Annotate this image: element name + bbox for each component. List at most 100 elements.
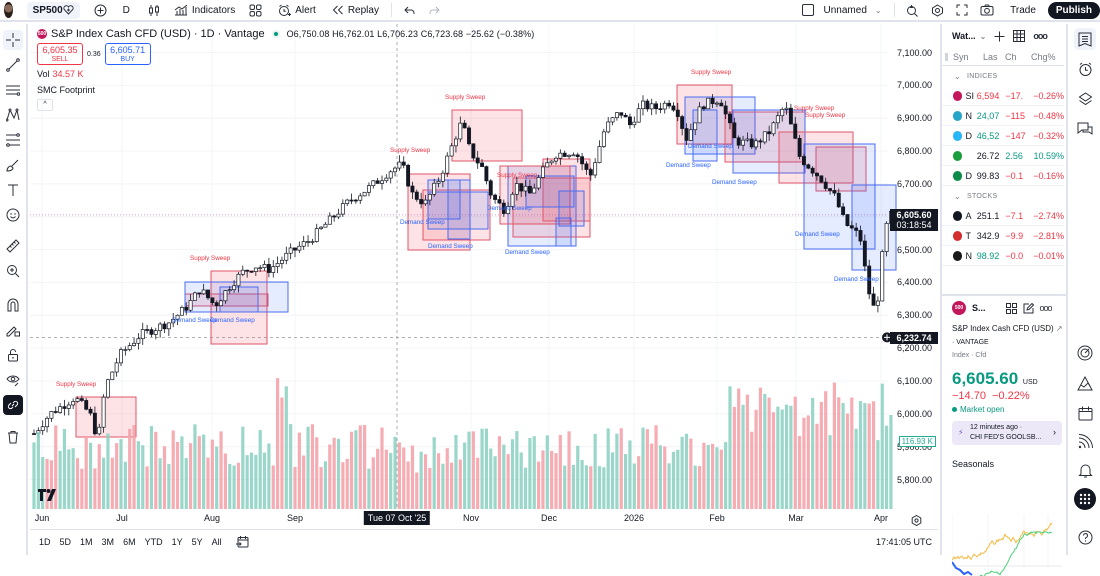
watchlist-row[interactable]: N 98.92 −0.0 −0.01% [942,246,1064,266]
add-symbol-icon[interactable] [994,31,1005,42]
external-link-icon[interactable]: ↗ [1055,324,1063,333]
range-button-1m[interactable]: 1M [80,536,93,547]
publish-button[interactable]: Publish [1047,1,1100,19]
alert-button[interactable]: Alert [278,4,316,17]
symbol-full-name[interactable]: S&P Index Cash CFD (USD) ↗ [952,324,1063,333]
eye-icon [6,375,20,387]
chart-pane[interactable]: Supply Sweep Supply Sweep Supply Sweep Supp… [30,24,938,529]
text-tool[interactable] [3,180,23,200]
user-avatar[interactable] [4,2,13,18]
tradingview-logo[interactable] [38,488,58,506]
watchlist-button[interactable] [1074,28,1096,50]
compare-symbol-button[interactable] [94,4,107,17]
range-button-5d[interactable]: 5D [59,536,72,547]
axis-settings-icon[interactable] [911,513,922,531]
zoom-in-tool[interactable] [3,261,23,281]
advanced-view-icon[interactable] [1013,30,1026,42]
help-button[interactable] [1074,526,1096,548]
replay-button[interactable]: Replay [332,5,379,16]
fullscreen-icon[interactable] [956,4,968,16]
column-change-pct[interactable]: Chg% [1031,51,1056,62]
range-button-6m[interactable]: 6M [123,536,136,547]
indicators-button[interactable]: Indicators [174,4,235,16]
magnet-mode-button[interactable] [3,295,23,315]
candles-chart-type-icon[interactable] [148,4,160,17]
camera-snapshot-icon[interactable] [980,4,994,16]
grid-icon[interactable] [1005,302,1017,314]
chats-button[interactable] [1074,118,1096,140]
sync-drawings-button[interactable] [3,395,23,415]
lock-all-drawings-button[interactable] [3,345,23,365]
layout-name-dropdown[interactable]: Unnamed ⌄ [823,4,882,16]
watchlist-section-indices[interactable]: ⌄ INDICES [954,71,998,81]
volume-legend[interactable]: Vol 34.57 K [37,69,84,79]
edit-icon[interactable] [1023,302,1034,314]
column-symbol[interactable]: Syn [953,51,969,62]
redo-icon[interactable] [429,6,440,15]
go-to-date-icon[interactable] [235,535,249,548]
symbol-short-name[interactable]: S... [972,303,986,313]
trade-button[interactable]: Trade [1010,4,1036,16]
plus-heart-icon[interactable] [63,5,74,15]
pine-button[interactable] [1074,372,1096,394]
emoji-tool[interactable] [3,205,23,225]
time-axis[interactable]: Jun Jul Aug Sep Nov Dec 2026 Feb Mar Apr Tue 07 Oc… [30,509,890,529]
watchlist-title[interactable]: Wat... [952,31,976,41]
sell-button[interactable]: 6,605.35 SELL [37,43,83,65]
range-button-1d[interactable]: 1D [39,536,51,547]
watchlist-row[interactable]: SI 6,594 −17. −0.26% [942,86,1064,106]
range-button-1y[interactable]: 1Y [171,536,183,547]
undo-icon[interactable] [403,6,415,15]
layout-checkbox[interactable] [801,4,814,16]
more-options-icon[interactable]: ooo [1039,303,1053,313]
news-card[interactable]: ⚡ 12 minutes ago · CHI FED'S GOOLSB... › [952,421,1062,445]
buy-button[interactable]: 6,605.71 BUY [104,43,151,65]
watchlist-row[interactable]: N 24,07 −115 −0.48% [942,106,1064,126]
symbol-search[interactable]: SP500 [26,1,80,19]
indicator-legend-smc[interactable]: SMC Footprint [37,85,96,95]
price-axis[interactable]: 7,100.00 7,000.00 6,900.00 6,800.00 6,700.00… [888,24,938,509]
fib-tool[interactable] [3,80,23,100]
quick-search-icon[interactable] [906,4,919,17]
measure-tool[interactable] [3,236,23,256]
seasonals-chart[interactable] [952,512,1062,576]
chevron-down-icon[interactable]: ⌄ [979,31,987,41]
range-button-ytd[interactable]: YTD [144,536,163,547]
range-button-3m[interactable]: 3M [101,536,115,547]
hide-drawings-button[interactable] [3,370,23,390]
column-change[interactable]: Ch [1005,51,1017,62]
news-stream-button[interactable] [1074,430,1096,452]
collapse-legend-button[interactable]: ^ [37,99,53,111]
settings-hexagon-icon[interactable] [931,3,944,17]
symbol-title[interactable]: S&P Index Cash CFD (USD) · 1D · Vantage [51,28,265,40]
remove-drawings-button[interactable] [3,427,23,447]
watchlist-row[interactable]: D 99.83 −0.1 −0.16% [942,166,1064,186]
resize-handle[interactable] [945,52,948,61]
ideas-button[interactable] [1074,342,1096,364]
trendline-tool[interactable] [3,55,23,75]
pattern-tool[interactable] [3,105,23,125]
column-last[interactable]: Las [983,51,998,62]
lock-drawing-button[interactable] [3,320,23,340]
templates-grid-icon[interactable] [249,4,262,17]
watchlist-row[interactable]: T 342.9 −9.9 −2.81% [942,226,1064,246]
products-menu-button[interactable] [1074,488,1096,510]
range-button-5y[interactable]: 5Y [191,536,203,547]
notifications-button[interactable] [1074,459,1096,481]
calendar-button[interactable] [1074,402,1096,424]
watchlist-section-stocks[interactable]: ⌄ STOCKS [954,191,998,201]
brush-tool[interactable] [3,155,23,175]
interval-button[interactable]: D [122,4,130,16]
volume-axis-label: 116.93 K [898,436,936,447]
object-tree-button[interactable] [1074,88,1096,110]
watchlist-row[interactable]: A 251.1 −7.1 −2.74% [942,206,1064,226]
forecast-tool[interactable] [3,130,23,150]
watchlist-row[interactable]: 26.72 2.56 10.59% [942,146,1064,166]
crosshair-tool[interactable] [3,30,23,50]
range-button-all[interactable]: All [211,536,222,547]
utc-clock[interactable]: 17:41:05 UTC [875,537,932,547]
watchlist-row[interactable]: D 46,52 −147 −0.32% [942,126,1064,146]
alerts-button[interactable] [1074,58,1096,80]
more-options-icon[interactable]: ooo [1033,31,1047,41]
